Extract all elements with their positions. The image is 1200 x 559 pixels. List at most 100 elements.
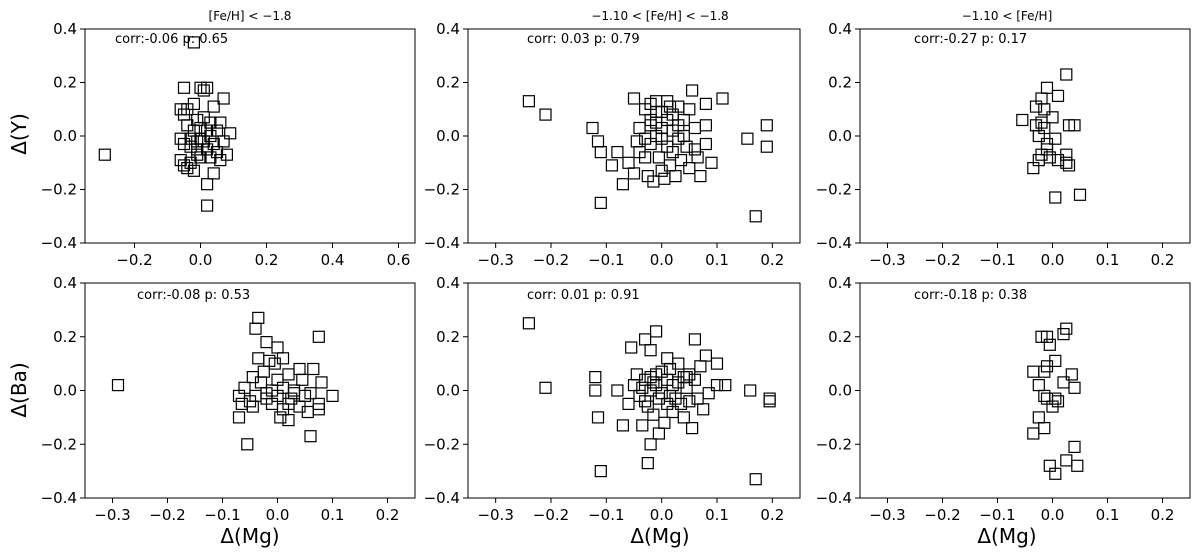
scatter-point	[744, 384, 757, 397]
y-tick-label: 0.4	[828, 274, 852, 292]
scatter-point	[271, 341, 284, 354]
x-tick-label: 0.2	[255, 251, 279, 269]
scatter-point	[282, 414, 295, 427]
scatter-point	[636, 419, 649, 432]
y-tick-label: 0.2	[53, 328, 77, 346]
scatter-point	[1040, 330, 1054, 343]
x-axis-label-panel-6: Δ(Mg)	[977, 524, 1036, 548]
scatter-panel-1: −0.2 0.0 0.2 0.4 0.6 −0.4 −0.2 0.0 0.2 0.4 corr:-0…	[41, 20, 416, 269]
x-tick-label: 0.1	[705, 506, 729, 524]
scatter-point	[622, 156, 635, 169]
scatter-point	[691, 151, 704, 164]
y-tick-label: −0.2	[816, 181, 852, 199]
scatter-point	[1060, 454, 1073, 467]
x-axis-label-panel-5: Δ(Mg)	[630, 524, 689, 548]
scatter-point	[224, 127, 237, 140]
scatter-point	[699, 97, 713, 111]
scatter-point	[187, 36, 200, 49]
x-tick-label: −0.2	[924, 251, 960, 269]
y-tick-label: −0.2	[41, 435, 77, 453]
scatter-point	[268, 357, 281, 370]
x-tick-label: 0.1	[1096, 251, 1120, 269]
scatter-point	[710, 357, 724, 370]
x-tick-label: −0.3	[477, 251, 513, 269]
scatter-point	[688, 333, 702, 346]
x-tick-label: 0.1	[321, 506, 345, 524]
scatter-point	[655, 164, 668, 177]
scatter-point	[591, 411, 605, 424]
scatter-point	[760, 119, 773, 132]
scatter-panel-4: −0.3 −0.2 −0.1 0.0 0.1 0.2 −0.4 −0.2 0.0 0.2 0.4 co…	[41, 274, 416, 524]
y-tick-label: −0.4	[41, 234, 77, 252]
correlation-annotation: corr:-0.08 p: 0.53	[137, 288, 250, 303]
y-tick-label: −0.4	[424, 234, 460, 252]
scatter-point	[260, 387, 273, 400]
scatter-point	[594, 146, 607, 159]
x-tick-label: −0.3	[477, 506, 513, 524]
y-tick-label: 0.0	[436, 382, 460, 400]
scatter-point	[315, 376, 328, 389]
y-tick-label: −0.4	[41, 489, 77, 507]
scatter-point	[663, 100, 677, 113]
scatter-point	[749, 473, 762, 486]
scatter-point	[1038, 365, 1051, 378]
scatter-point	[220, 148, 233, 161]
scatter-point	[685, 422, 699, 435]
scatter-point	[1043, 338, 1056, 351]
scatter-panel-5: −0.3 −0.2 −0.1 0.0 0.1 0.2 −0.4 −0.2 0.0 0.2 0.4 co…	[424, 274, 801, 524]
scatter-point	[611, 146, 624, 159]
scatter-point	[260, 336, 273, 349]
scatter-point	[652, 427, 666, 440]
scatter-point	[688, 143, 702, 156]
scatter-point	[674, 154, 688, 167]
x-tick-label: −0.1	[979, 506, 1015, 524]
y-tick-label: 0.2	[53, 74, 77, 92]
scatter-point	[214, 116, 227, 129]
scatter-point	[741, 132, 754, 145]
scatter-point	[191, 143, 204, 156]
scatter-point	[630, 135, 643, 148]
scatter-point	[591, 135, 605, 148]
y-tick-label: −0.2	[424, 435, 460, 453]
x-tick-label: −0.2	[533, 251, 569, 269]
y-tick-label: −0.4	[816, 489, 852, 507]
scatter-point	[197, 135, 210, 148]
x-tick-label: 0.0	[1041, 251, 1065, 269]
scatter-point	[616, 178, 630, 191]
scatter-point	[625, 341, 638, 354]
scatter-point	[197, 84, 210, 97]
scatter-point	[1038, 422, 1051, 435]
correlation-annotation: corr:-0.27 p: 0.17	[914, 32, 1027, 47]
scatter-point	[641, 457, 654, 470]
scatter-point	[1016, 113, 1029, 127]
y-tick-label: −0.2	[41, 181, 77, 199]
scatter-panel-6: −0.3 −0.2 −0.1 0.0 0.1 0.2 −0.4 −0.2 0.0 0.2 0.4 co…	[816, 274, 1191, 524]
scatter-point	[683, 395, 696, 408]
panel-title-3: −1.10 < [Fe/H]	[962, 9, 1053, 23]
y-tick-label: 0.2	[828, 74, 852, 92]
scatter-point	[636, 381, 649, 394]
scatter-point	[1032, 129, 1045, 143]
scatter-point	[644, 438, 657, 451]
x-tick-label: 0.0	[189, 251, 213, 269]
scatter-point	[1027, 427, 1040, 440]
scatter-point	[539, 381, 552, 394]
x-axis-label-panel-4: Δ(Mg)	[220, 524, 279, 548]
x-tick-label: −0.1	[588, 506, 624, 524]
x-tick-label: 0.2	[760, 251, 784, 269]
x-tick-label: 0.0	[1041, 506, 1065, 524]
scatter-point	[293, 362, 306, 376]
scatter-point	[177, 137, 191, 151]
scatter-point	[1062, 119, 1076, 132]
scatter-point	[1057, 376, 1070, 389]
scatter-point	[1049, 467, 1062, 480]
scatter-point	[1049, 392, 1062, 405]
x-tick-label: 0.2	[1151, 506, 1175, 524]
scatter-point	[246, 400, 259, 413]
plot-frame	[84, 28, 416, 244]
panel-title-2: −1.10 < [Fe/H] < −1.8	[591, 9, 728, 23]
scatter-point	[1057, 328, 1070, 341]
scatter-panel-2: −0.3 −0.2 −0.1 0.0 0.1 0.2 −0.4 −0.2 0.0 0.2 0.4 co…	[424, 20, 801, 269]
scatter-point	[694, 170, 707, 183]
scatter-point	[1038, 103, 1051, 116]
